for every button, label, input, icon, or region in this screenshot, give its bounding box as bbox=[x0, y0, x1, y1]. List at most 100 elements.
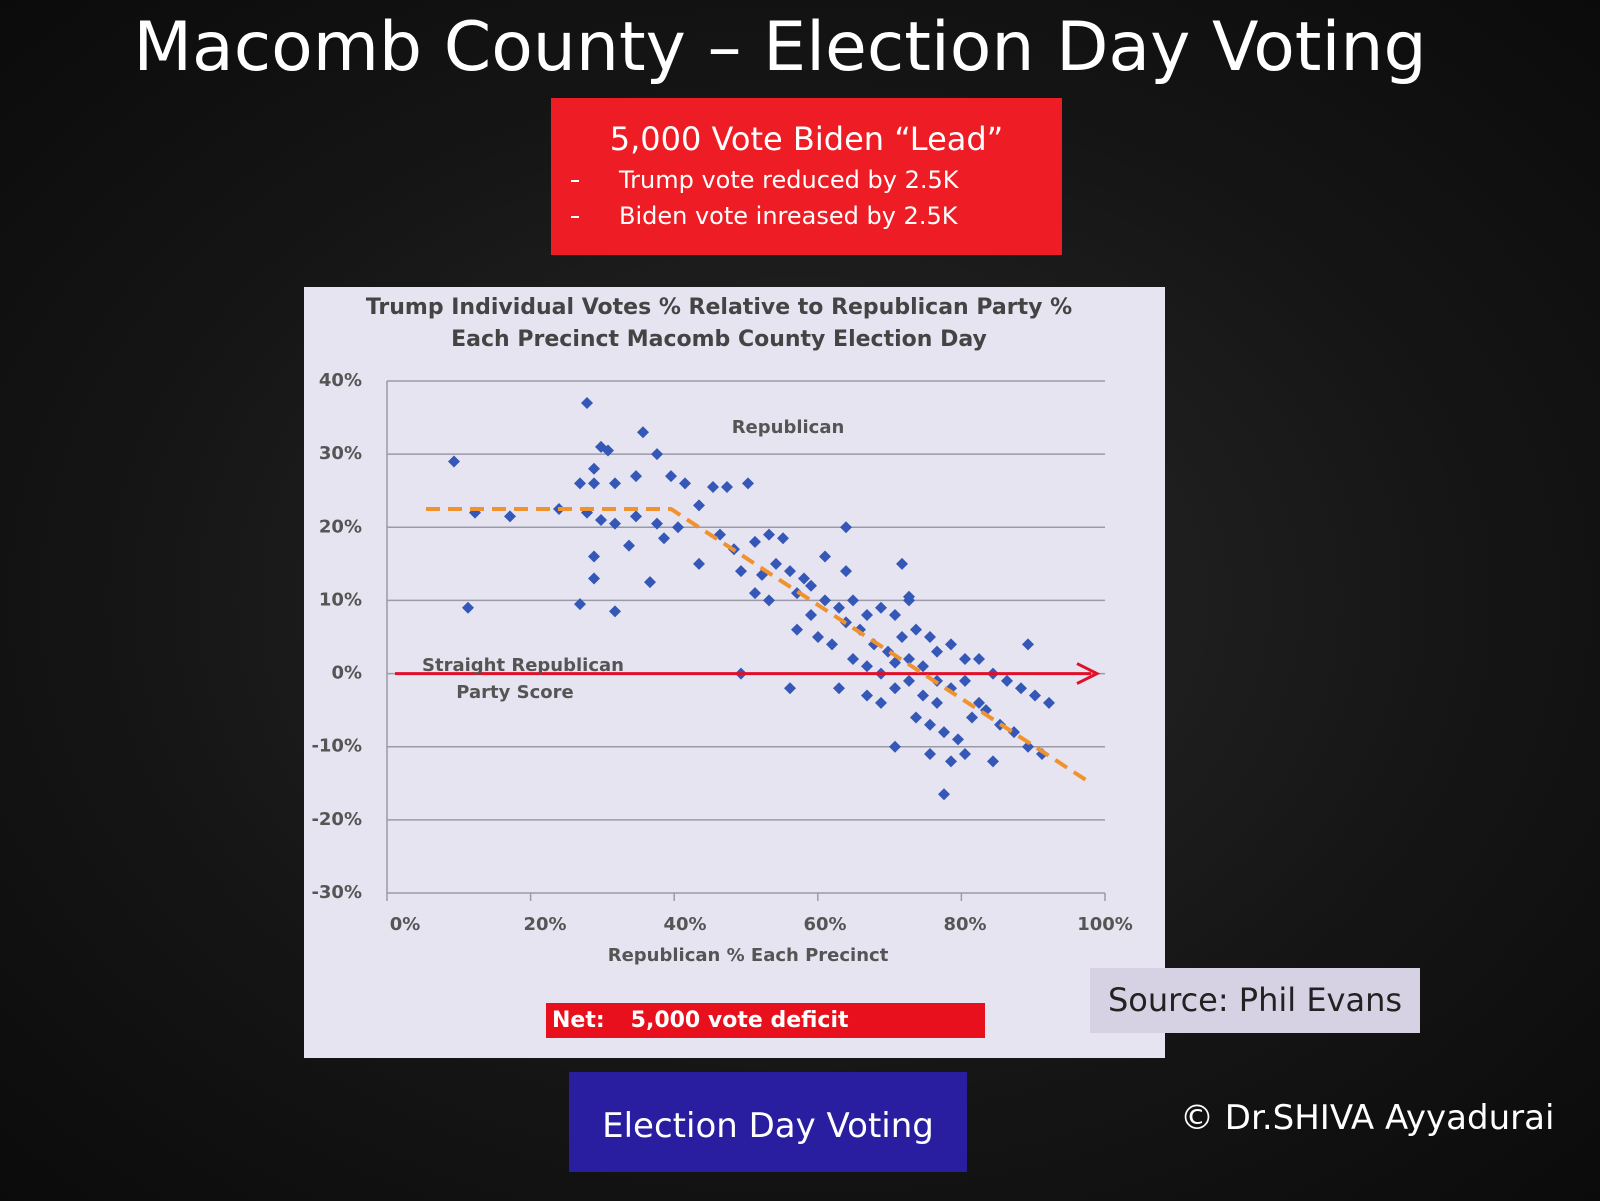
reference-arrow bbox=[1076, 662, 1101, 685]
point bbox=[861, 609, 873, 622]
point bbox=[588, 477, 600, 490]
point bbox=[609, 517, 621, 530]
point bbox=[644, 576, 656, 589]
point bbox=[763, 528, 775, 541]
point bbox=[875, 696, 887, 709]
point bbox=[581, 396, 593, 409]
point bbox=[707, 481, 719, 494]
point bbox=[966, 711, 978, 724]
point bbox=[749, 535, 761, 548]
point bbox=[651, 448, 663, 461]
point bbox=[1015, 682, 1027, 695]
point bbox=[924, 718, 936, 731]
point bbox=[679, 477, 691, 490]
point bbox=[945, 755, 957, 768]
point bbox=[896, 557, 908, 570]
point bbox=[889, 740, 901, 753]
y-tick-label: 10% bbox=[319, 589, 362, 610]
y-tick-label: 30% bbox=[319, 443, 362, 464]
copyright: © Dr.SHIVA Ayyadurai bbox=[1180, 1098, 1555, 1138]
point bbox=[924, 631, 936, 643]
point bbox=[805, 579, 817, 592]
point bbox=[945, 638, 957, 651]
point bbox=[763, 594, 775, 607]
point bbox=[574, 598, 586, 611]
point bbox=[672, 521, 684, 534]
point bbox=[910, 623, 922, 636]
point bbox=[574, 477, 586, 490]
y-tick-label: 0% bbox=[331, 663, 362, 684]
point bbox=[903, 674, 915, 687]
point bbox=[931, 696, 943, 709]
net-box: Net: 5,000 vote deficit bbox=[546, 1003, 985, 1038]
point bbox=[623, 539, 635, 552]
point bbox=[1001, 674, 1013, 687]
point bbox=[847, 652, 859, 665]
point bbox=[791, 623, 803, 636]
y-tick-label: -10% bbox=[311, 736, 362, 757]
source-box: Source: Phil Evans bbox=[1090, 968, 1420, 1033]
point bbox=[609, 605, 621, 618]
point bbox=[959, 652, 971, 665]
point bbox=[651, 517, 663, 530]
annotation: Straight Republican bbox=[422, 655, 624, 676]
callout-heading: 5,000 Vote Biden “Lead” bbox=[609, 120, 1004, 158]
point bbox=[959, 748, 971, 761]
point bbox=[889, 682, 901, 695]
point bbox=[896, 631, 908, 643]
point bbox=[777, 532, 789, 545]
point bbox=[805, 609, 817, 622]
y-tick-label: -20% bbox=[311, 809, 362, 830]
y-tick-label: 20% bbox=[319, 516, 362, 537]
point bbox=[588, 462, 600, 475]
point bbox=[861, 660, 873, 673]
y-tick-label: 40% bbox=[319, 370, 362, 391]
point bbox=[630, 510, 642, 523]
point bbox=[938, 726, 950, 739]
point bbox=[784, 682, 796, 695]
point bbox=[588, 550, 600, 563]
point bbox=[833, 601, 845, 614]
x-axis-label: Republican % Each Precinct bbox=[608, 945, 889, 966]
election-day-button[interactable]: Election Day Voting bbox=[569, 1072, 967, 1172]
point bbox=[826, 638, 838, 651]
point bbox=[602, 444, 614, 457]
point bbox=[819, 594, 831, 607]
annotation: Party Score bbox=[456, 682, 573, 703]
point bbox=[630, 470, 642, 483]
point bbox=[819, 550, 831, 563]
point bbox=[462, 601, 474, 614]
point bbox=[938, 788, 950, 801]
point bbox=[798, 572, 810, 585]
y-tick-label: -30% bbox=[311, 882, 362, 903]
point bbox=[588, 572, 600, 585]
x-tick-label: 0% bbox=[390, 914, 421, 935]
point bbox=[840, 565, 852, 578]
slide-title: Macomb County – Election Day Voting bbox=[133, 8, 1427, 87]
annotation: Republican bbox=[732, 417, 845, 438]
x-tick-label: 100% bbox=[1077, 914, 1133, 935]
point bbox=[784, 565, 796, 578]
point bbox=[1022, 740, 1034, 753]
point bbox=[840, 521, 852, 534]
x-tick-label: 40% bbox=[663, 914, 706, 935]
point bbox=[665, 470, 677, 483]
point bbox=[637, 426, 649, 439]
point bbox=[770, 557, 782, 570]
trend-line bbox=[426, 507, 1093, 785]
point bbox=[693, 557, 705, 570]
point bbox=[658, 532, 670, 545]
point bbox=[749, 587, 761, 600]
point bbox=[903, 652, 915, 665]
point bbox=[721, 481, 733, 494]
point bbox=[861, 689, 873, 702]
x-tick-label: 80% bbox=[943, 914, 986, 935]
point bbox=[903, 590, 915, 603]
net-label: Net: bbox=[552, 1008, 605, 1033]
point bbox=[693, 499, 705, 512]
x-tick-label: 60% bbox=[803, 914, 846, 935]
callout-bullet: Trump vote reduced by 2.5K bbox=[551, 166, 1062, 194]
point bbox=[959, 674, 971, 687]
